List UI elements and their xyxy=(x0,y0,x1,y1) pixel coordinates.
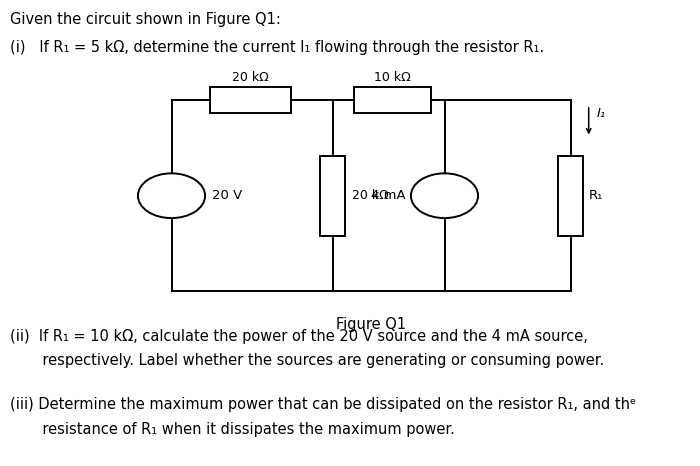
Circle shape xyxy=(411,173,478,218)
Bar xyxy=(558,156,583,236)
Bar xyxy=(320,156,345,236)
Text: 20 kΩ: 20 kΩ xyxy=(232,71,269,84)
Text: +: + xyxy=(160,179,172,192)
Text: Figure Q1: Figure Q1 xyxy=(336,317,406,332)
Text: Given the circuit shown in Figure Q1:: Given the circuit shown in Figure Q1: xyxy=(10,12,281,27)
Text: 20 kΩ: 20 kΩ xyxy=(352,189,389,202)
Text: I₁: I₁ xyxy=(597,107,606,120)
Text: 4 mA: 4 mA xyxy=(371,189,405,202)
Text: 10 kΩ: 10 kΩ xyxy=(374,71,410,84)
Text: (ii)  If R₁ = 10 kΩ, calculate the power of the 20 V source and the 4 mA source,: (ii) If R₁ = 10 kΩ, calculate the power … xyxy=(10,329,588,343)
Text: (i)   If R₁ = 5 kΩ, determine the current I₁ flowing through the resistor R₁.: (i) If R₁ = 5 kΩ, determine the current … xyxy=(10,40,544,55)
Bar xyxy=(354,88,430,113)
Circle shape xyxy=(138,173,205,218)
Text: 20 V: 20 V xyxy=(212,189,242,202)
Text: −: − xyxy=(160,199,172,213)
Text: respectively. Label whether the sources are generating or consuming power.: respectively. Label whether the sources … xyxy=(10,353,604,368)
Text: (iii) Determine the maximum power that can be dissipated on the resistor R₁, and: (iii) Determine the maximum power that c… xyxy=(10,397,636,412)
Text: resistance of R₁ when it dissipates the maximum power.: resistance of R₁ when it dissipates the … xyxy=(10,422,455,437)
Text: R₁: R₁ xyxy=(589,189,603,202)
Bar xyxy=(210,88,290,113)
